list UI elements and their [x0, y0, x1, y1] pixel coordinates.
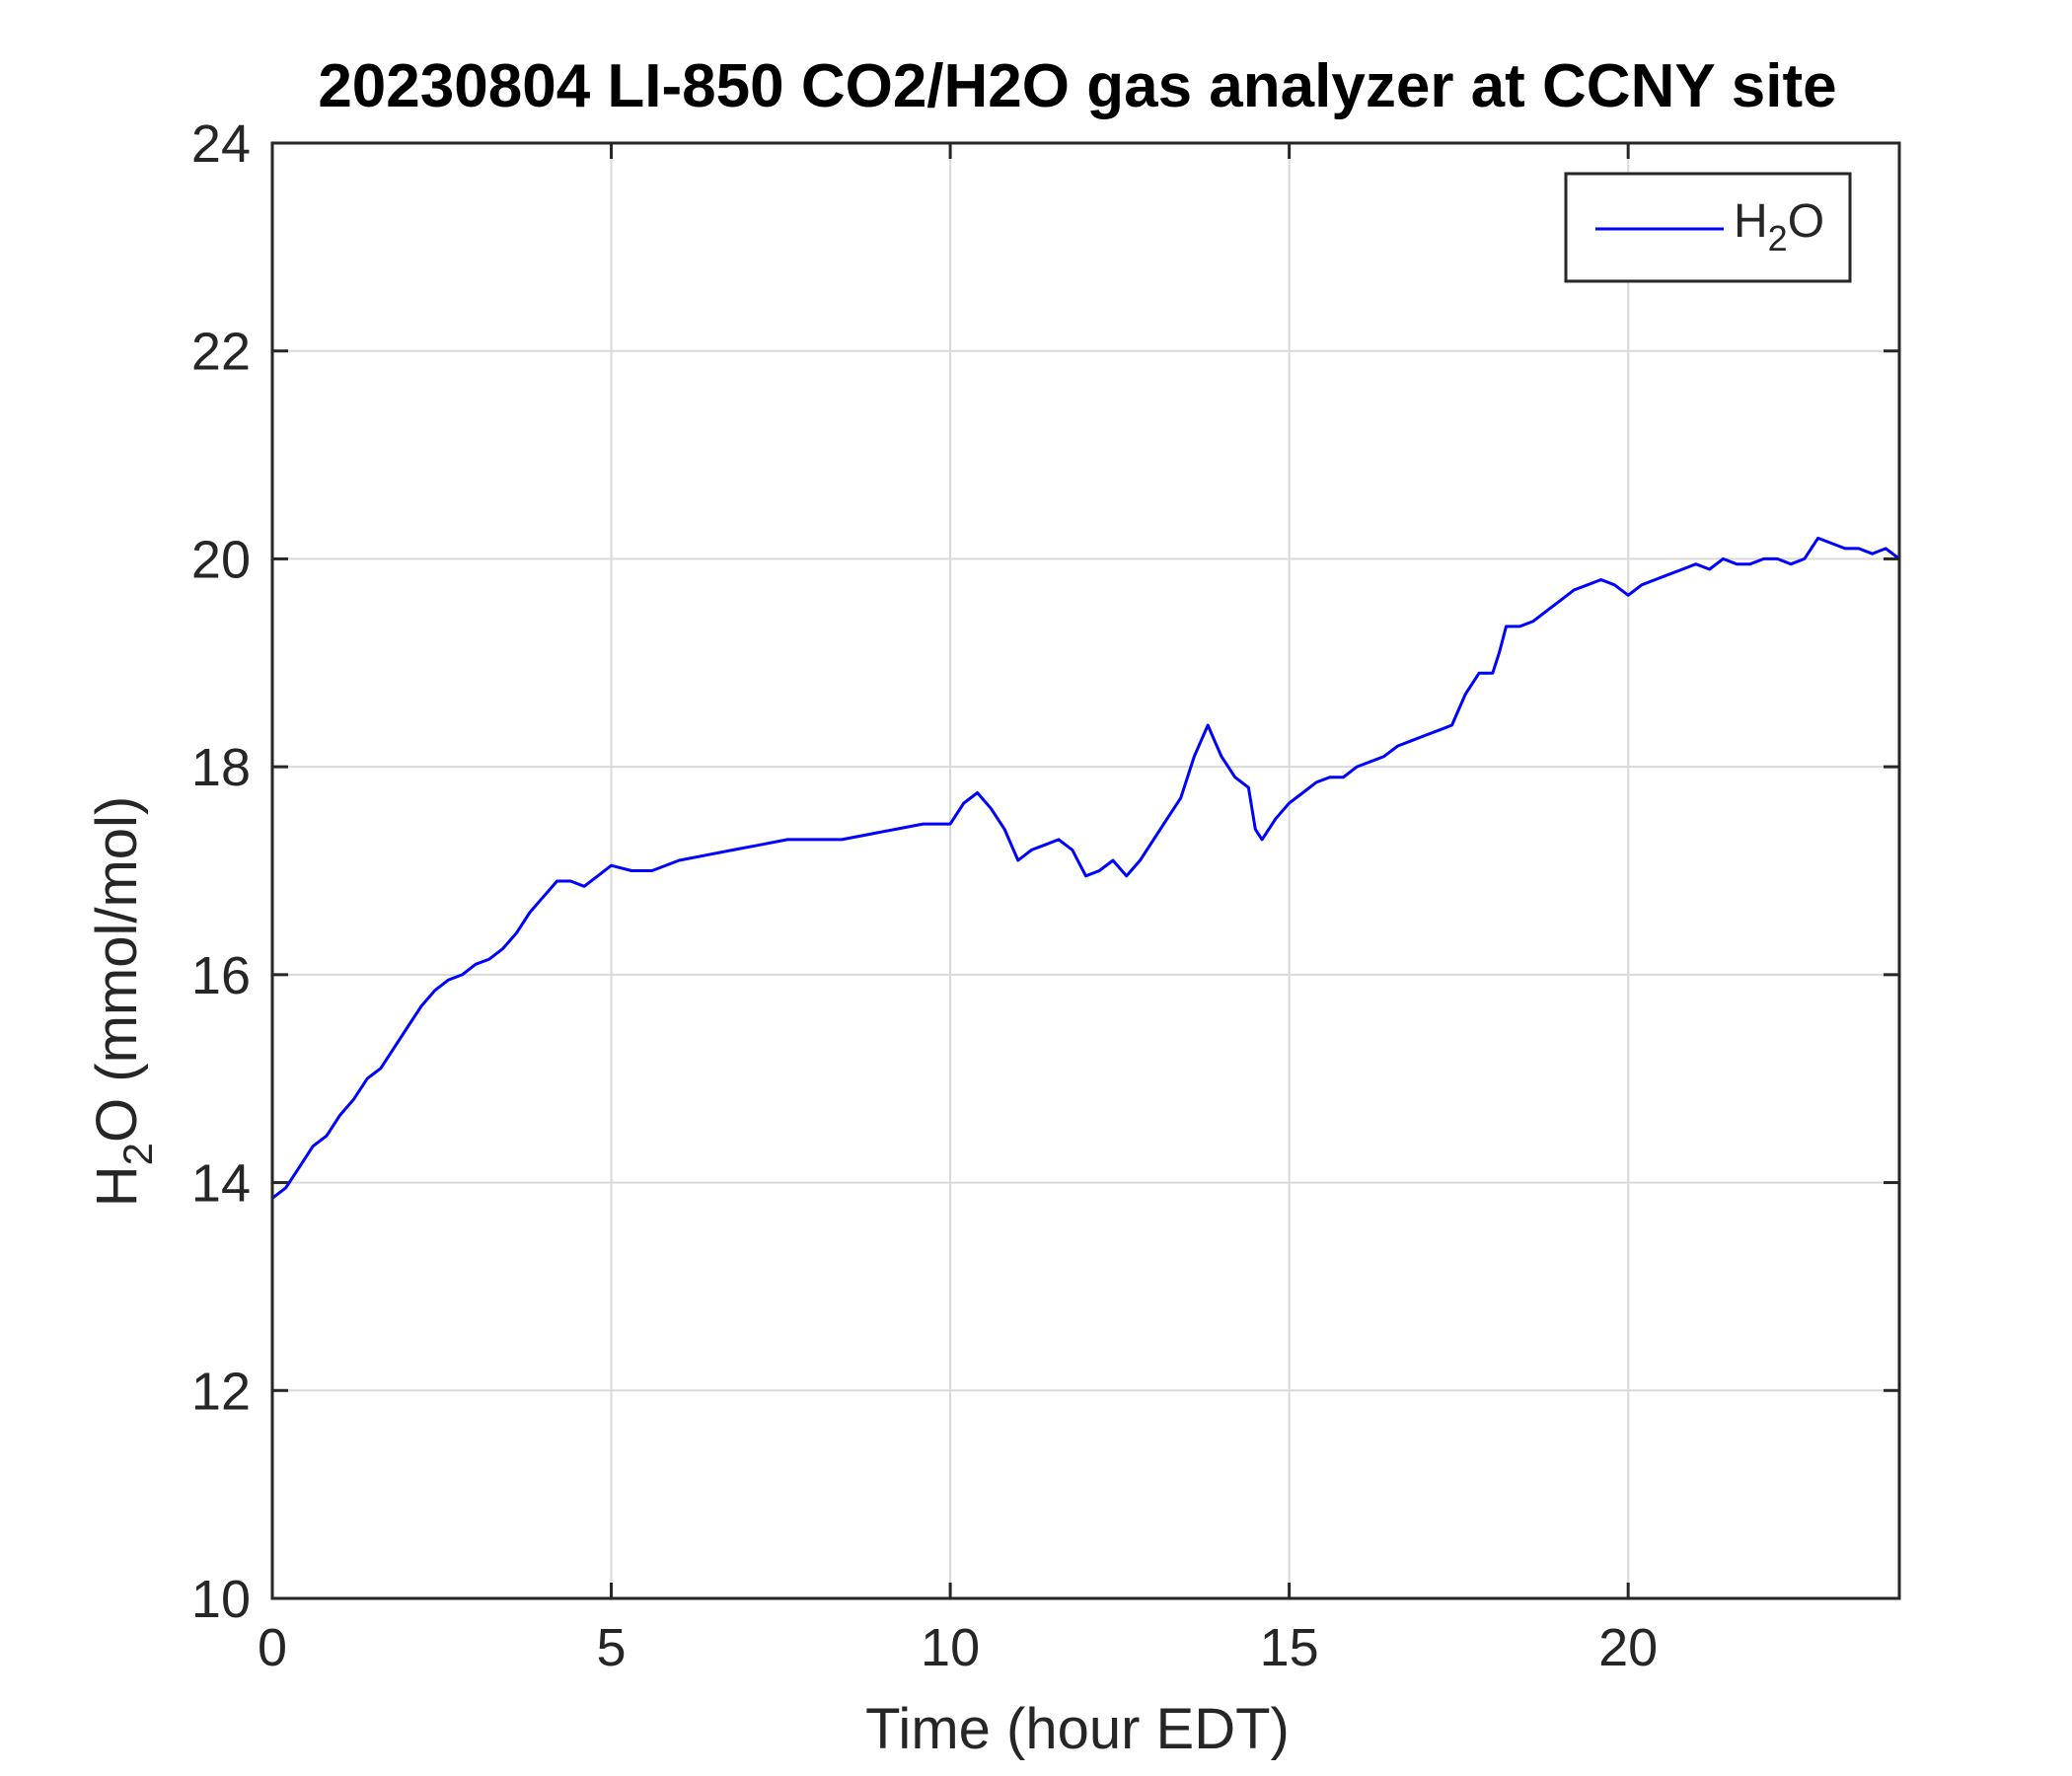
- y-axis-label-main: H: [85, 1165, 149, 1207]
- legend-label-subscript: 2: [1768, 218, 1788, 259]
- y-tick-label: 22: [191, 323, 251, 382]
- y-tick-label: 24: [191, 114, 251, 174]
- x-tick-label: 5: [597, 1618, 627, 1677]
- legend-entry-h2o: H2O: [1734, 195, 1824, 259]
- y-tick-label: 16: [191, 946, 251, 1005]
- y-axis-label: H2O (mmol/mol): [85, 796, 161, 1207]
- legend: H2O: [1564, 172, 1852, 283]
- x-tick-label: 15: [1260, 1618, 1319, 1677]
- y-tick-label: 18: [191, 738, 251, 797]
- y-axis-label-rest: O (mmol/mol): [85, 796, 149, 1143]
- y-tick-label: 12: [191, 1362, 251, 1421]
- y-tick-label: 20: [191, 530, 251, 589]
- x-axis-label: Time (hour EDT): [865, 1697, 1290, 1761]
- x-axis-ticks: 0 5 10 15 20: [258, 143, 1658, 1677]
- y-gridlines: [272, 349, 1899, 1392]
- y-axis-label-subscript: 2: [114, 1143, 161, 1165]
- series-layer: [271, 536, 1900, 1200]
- series-line-h2o: [271, 536, 1900, 1200]
- legend-label-main: H: [1734, 195, 1768, 248]
- x-gridlines: [610, 143, 1630, 1598]
- y-tick-label: 10: [191, 1570, 251, 1629]
- y-axis-ticks: 10 12 14 16 18 20 22 24: [191, 114, 1899, 1629]
- chart-title: 20230804 LI-850 CO2/H2O gas analyzer at …: [318, 52, 1836, 120]
- y-tick-label: 14: [191, 1154, 251, 1214]
- x-tick-label: 10: [921, 1618, 980, 1677]
- legend-label-rest: O: [1788, 195, 1824, 248]
- x-tick-label: 0: [258, 1618, 287, 1677]
- x-tick-label: 20: [1598, 1618, 1658, 1677]
- plot-area-border: [270, 141, 1901, 1600]
